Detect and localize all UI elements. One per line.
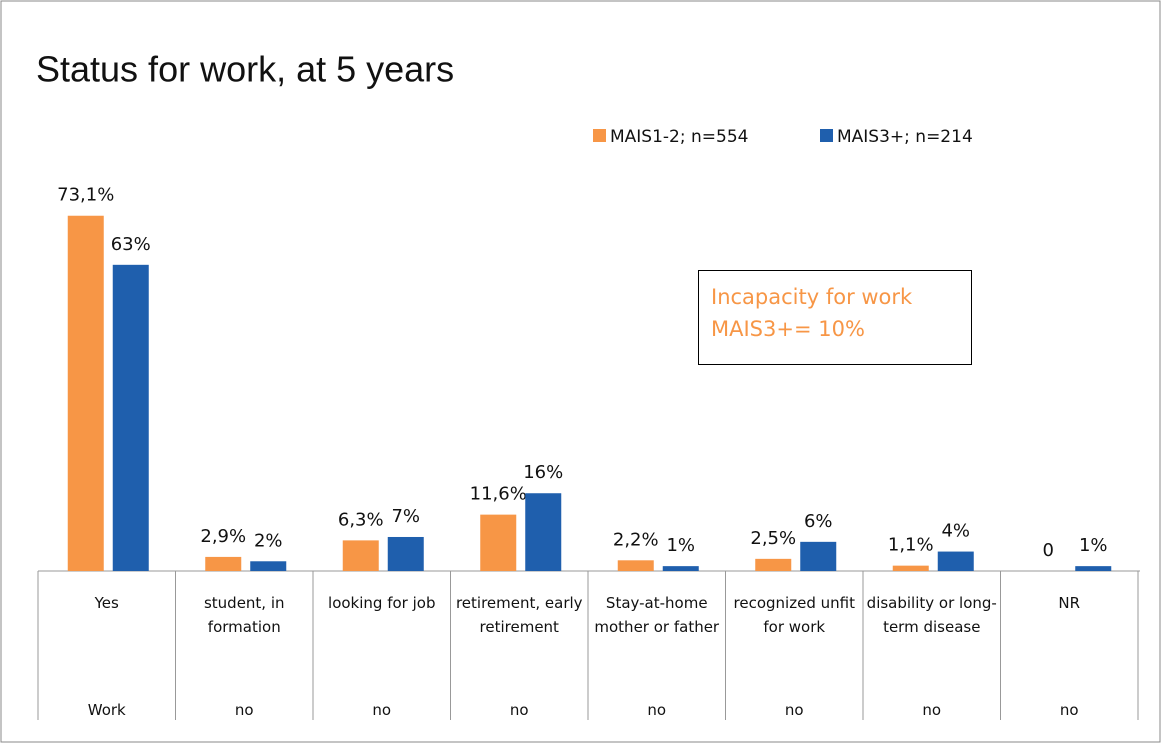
legend-label: MAIS3+; n=214 <box>837 127 973 147</box>
data-label: 6% <box>804 511 833 532</box>
bar <box>617 560 654 571</box>
bar <box>892 565 929 571</box>
x-tick-label: retirement, early retirement <box>455 594 583 636</box>
bar <box>480 514 517 571</box>
group-label: no <box>509 701 529 719</box>
group-label: no <box>372 701 392 719</box>
bar <box>67 215 104 571</box>
group-label: no <box>922 701 942 719</box>
data-label: 4% <box>941 521 970 542</box>
group-label: Work <box>87 701 126 719</box>
bar <box>342 540 379 571</box>
bar <box>755 558 792 571</box>
bar <box>205 556 242 571</box>
data-label: 7% <box>391 506 420 527</box>
legend-label: MAIS1-2; n=554 <box>610 127 748 147</box>
bar <box>937 551 974 571</box>
bar <box>387 536 424 571</box>
data-label: 2,2% <box>613 529 659 550</box>
group-label: no <box>234 701 254 719</box>
annotation: Incapacity for work MAIS3+= 10% <box>698 270 972 365</box>
data-label: 73,1% <box>57 185 114 206</box>
bar <box>662 566 699 571</box>
group-label: no <box>1059 701 1079 719</box>
legend-swatch <box>820 129 833 142</box>
group-label: no <box>784 701 804 719</box>
x-tick-label: student, in formation <box>203 594 285 636</box>
x-tick-label: Yes <box>94 594 119 612</box>
data-label: 16% <box>523 462 563 483</box>
x-tick-label: Stay-at-home mother or father <box>594 594 720 636</box>
legend-swatch <box>593 129 606 142</box>
bar <box>800 541 837 571</box>
bar <box>250 561 287 571</box>
data-label: 2,5% <box>750 528 796 549</box>
bar <box>1075 566 1112 571</box>
x-tick-label: NR <box>1058 594 1081 612</box>
data-label: 63% <box>111 234 151 255</box>
data-label: 1,1% <box>888 535 934 556</box>
data-label: 6,3% <box>338 509 384 530</box>
bar <box>525 493 562 571</box>
data-label: 0 <box>1043 540 1054 561</box>
data-label: 2,9% <box>200 526 246 547</box>
chart-title: Status for work, at 5 years <box>36 49 454 90</box>
x-tick-label: disability or long-term disease <box>866 594 997 636</box>
x-tick-label: looking for job <box>328 594 436 612</box>
bar <box>112 264 149 571</box>
group-label: no <box>647 701 667 719</box>
data-label: 1% <box>1079 535 1108 556</box>
data-label: 1% <box>666 535 695 556</box>
data-label: 2% <box>254 530 283 551</box>
x-tick-label: recognized unfit for work <box>733 594 855 636</box>
data-label: 11,6% <box>470 484 527 505</box>
